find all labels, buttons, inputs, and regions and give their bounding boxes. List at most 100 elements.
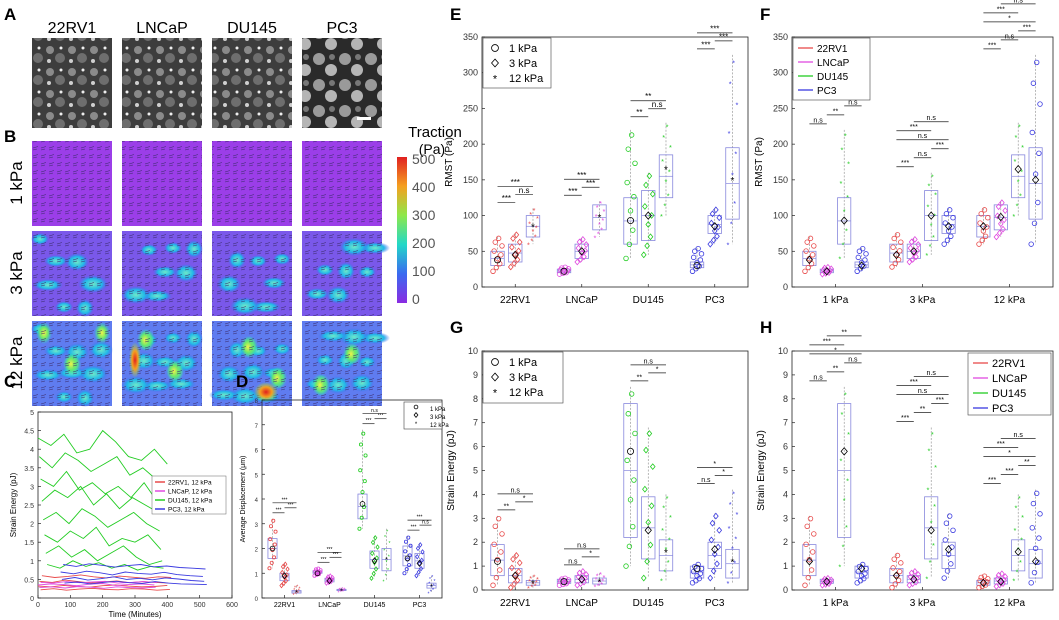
mean-marker [578,575,586,584]
panel-letter-f: F [760,5,770,24]
data-point [577,255,584,263]
data-point [511,259,517,267]
data-point: * [729,500,732,509]
data-point [280,569,285,576]
data-point: * [732,59,735,68]
data-point [949,224,955,230]
data-point [892,581,898,587]
data-point: * [389,541,391,547]
legend-entry: 3 kPa [509,58,538,70]
category-label: 1 kPa [823,295,849,306]
data-point [697,570,704,577]
category-label: 12 kPa [994,598,1026,609]
series-line-pc3 [61,576,205,582]
data-point [513,231,520,239]
x-tick-label: 0 [36,602,40,609]
data-point: * [383,549,385,555]
data-point: * [294,586,296,592]
mean-marker [857,261,866,270]
significance-label: *** [910,379,918,386]
data-point [698,251,705,257]
significance-label: ** [636,108,642,117]
micrograph-22rv1 [32,38,112,128]
data-point [945,228,952,234]
y-tick-label: 0 [30,596,34,603]
data-point [709,210,716,218]
data-point [981,207,988,213]
data-point [861,263,867,269]
data-point [906,258,913,266]
significance-label: *** [288,502,294,508]
data-point: * [839,179,842,188]
traction-vectors [122,141,202,226]
data-point [714,560,720,568]
data-point [644,558,650,565]
data-point [714,232,720,240]
data-point: * [530,237,533,246]
data-point [507,263,514,271]
data-point [907,244,914,252]
data-point: * [663,202,666,211]
data-point: * [932,233,935,242]
data-point: * [727,579,730,588]
data-point: * [933,212,936,221]
data-point [912,235,918,243]
mean-marker [979,578,988,588]
mean-marker [927,526,935,535]
data-point [360,490,365,495]
series-line-du145 [45,545,163,565]
data-point [649,463,656,471]
category-label: DU145 [364,602,386,609]
data-point [580,568,586,575]
data-point: * [1013,526,1016,535]
data-point [1002,207,1009,215]
data-point [944,237,951,243]
data-point: * [341,587,343,593]
data-point [982,233,989,239]
data-point: * [846,476,849,485]
data-point [403,539,408,544]
data-point: * [661,157,664,166]
mean-marker [560,578,568,586]
y-tick-label: 2.5 [24,503,34,510]
data-point: * [293,588,295,594]
significance-label: *** [901,415,909,422]
mean-marker [910,247,918,256]
data-point [415,545,421,552]
micrograph-du145 [212,38,292,128]
y-tick-label: 0 [783,585,788,595]
data-point [643,446,649,454]
panel-a: 22RV1 LNCaP DU145 PC3 [32,20,382,128]
data-point [941,575,947,581]
y-tick-label: 8 [473,394,478,404]
data-point [1001,576,1007,584]
data-point [908,238,915,246]
significance-label: *** [327,547,333,553]
data-point [402,571,407,576]
data-point: * [431,575,433,581]
mean-marker [857,564,866,573]
data-point [497,567,503,573]
data-point [507,584,514,592]
significance-label: n.s [519,186,530,195]
data-point [943,211,950,217]
significance-label: *** [417,515,423,521]
data-point: * [533,572,536,581]
data-point [515,568,522,575]
data-point: * [661,526,664,535]
data-point: * [527,240,530,249]
data-point [690,254,697,261]
mean-marker [359,501,366,507]
significance-label: * [722,469,725,476]
data-point [623,563,629,569]
data-point [982,582,989,588]
significance-label: ** [833,365,839,372]
data-point [515,247,522,255]
significance-label: *** [1023,24,1031,31]
data-point [562,575,568,582]
series-line-pc3 [63,563,206,570]
series-line-du145 [44,526,162,550]
mean-marker: * [531,579,535,590]
colorbar-tick: 100 [412,263,436,279]
